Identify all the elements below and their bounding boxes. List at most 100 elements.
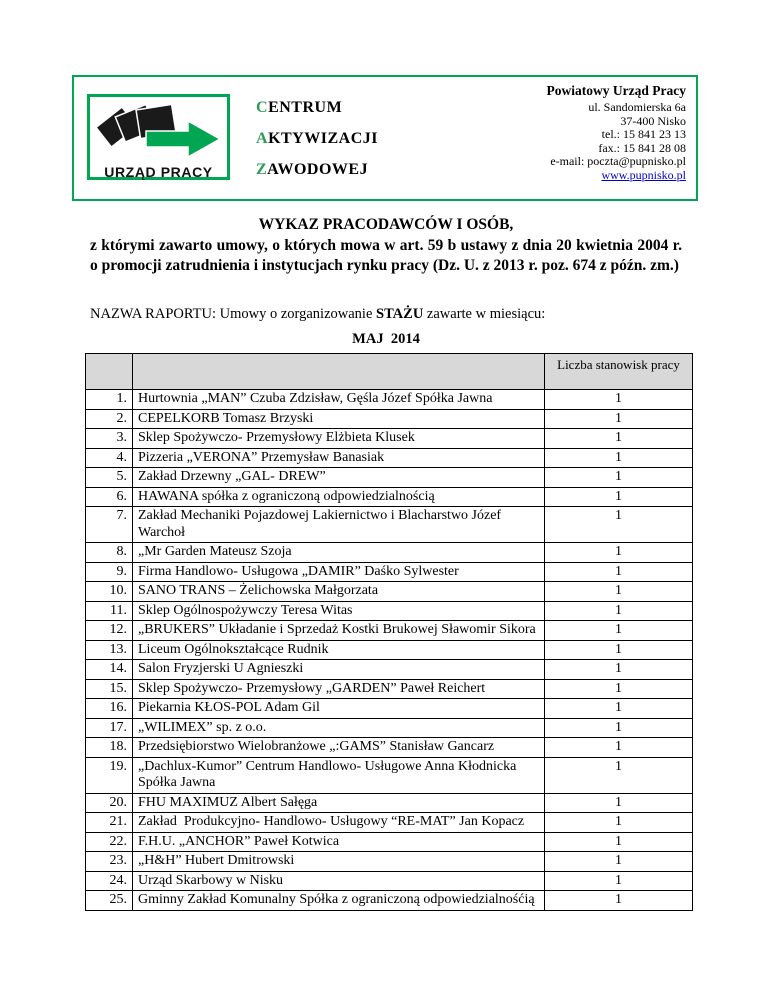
positions-count-cell: 1	[544, 620, 693, 641]
urzad-pracy-logo: URZĄD PRACY	[87, 94, 230, 180]
positions-count-cell: 1	[544, 812, 693, 833]
employer-name-cell: SANO TRANS – Żelichowska Małgorzata	[132, 581, 545, 602]
employer-name-cell: CEPELKORB Tomasz Brzyski	[132, 408, 545, 429]
positions-count-cell: 1	[544, 447, 693, 468]
table-row: 5. Zakład Drzewny „GAL- DREW” 1	[85, 467, 693, 488]
employer-name-cell: HAWANA spółka z ograniczoną odpowiedzial…	[132, 486, 545, 507]
row-number-cell: 23.	[85, 851, 133, 872]
website-link[interactable]: www.pupnisko.pl	[601, 167, 686, 182]
employer-name-cell: Zakład Drzewny „GAL- DREW”	[132, 467, 545, 488]
document-title-line1: WYKAZ PRACODAWCÓW I OSÓB,	[258, 216, 514, 233]
row-number-cell: 1.	[85, 389, 133, 410]
contact-address-line1: ul. Sandomierska 6a	[588, 100, 686, 114]
positions-count-cell: 1	[544, 737, 693, 758]
table-row: 6. HAWANA spółka z ograniczoną odpowiedz…	[85, 486, 693, 507]
positions-count-cell: 1	[544, 678, 693, 699]
employer-name-cell: Firma Handlowo- Usługowa „DAMIR” Daśko S…	[132, 561, 545, 582]
contact-name: Powiatowy Urząd Pracy	[546, 83, 686, 98]
row-number-cell: 19.	[85, 756, 133, 794]
employer-name-cell: Przedsiębiorstwo Wielobranżowe „:GAMS” S…	[132, 737, 545, 758]
row-number-cell: 20.	[85, 792, 133, 813]
header-count-cell: Liczba stanowisk pracy	[544, 353, 693, 390]
row-number-cell: 8.	[85, 542, 133, 563]
employer-name-cell: „WILIMEX” sp. z o.o.	[132, 717, 545, 738]
table-row: 17. „WILIMEX” sp. z o.o. 1	[85, 717, 693, 738]
positions-count-cell: 1	[544, 659, 693, 680]
row-number-cell: 21.	[85, 812, 133, 833]
row-number-cell: 24.	[85, 870, 133, 891]
caz-line: CENTRUM	[256, 99, 343, 116]
row-number-cell: 5.	[85, 467, 133, 488]
employer-name-cell: „Mr Garden Mateusz Szoja	[132, 542, 545, 563]
row-number-cell: 9.	[85, 561, 133, 582]
positions-count-cell: 1	[544, 870, 693, 891]
table-row: 4. Pizzeria „VERONA” Przemysław Banasiak…	[85, 447, 693, 468]
caz-line: ZAWODOWEJ	[256, 161, 369, 178]
report-prefix: NAZWA RAPORTU: Umowy o zorganizowanie	[90, 306, 377, 322]
table-row: 2. CEPELKORB Tomasz Brzyski 1	[85, 408, 693, 429]
employer-name-cell: Urząd Skarbowy w Nisku	[132, 870, 545, 891]
row-number-cell: 22.	[85, 831, 133, 852]
table-row: 8. „Mr Garden Mateusz Szoja 1	[85, 542, 693, 563]
table-row: 20. FHU MAXIMUZ Albert Sałęga 1	[85, 792, 693, 813]
positions-count-cell: 1	[544, 756, 693, 794]
document-title-body: z którymi zawarto umowy, o których mowa …	[90, 236, 682, 275]
row-number-cell: 16.	[85, 698, 133, 719]
row-number-cell: 7.	[85, 506, 133, 543]
positions-count-cell: 1	[544, 639, 693, 660]
employer-name-cell: Piekarnia KŁOS-POL Adam Gil	[132, 698, 545, 719]
positions-count-cell: 1	[544, 717, 693, 738]
contact-fax: fax.: 15 841 28 08	[598, 140, 686, 155]
employer-name-cell: F.H.U. „ANCHOR” Paweł Kotwica	[132, 831, 545, 852]
report-suffix: zawarte w miesiącu:	[423, 306, 546, 322]
contact-block: Powiatowy Urząd Pracy ul. Sandomierska 6…	[547, 77, 696, 183]
positions-count-cell: 1	[544, 542, 693, 563]
table-row: 7. Zakład Mechaniki Pojazdowej Lakiernic…	[85, 506, 693, 543]
employers-table-body: 1. Hurtownia „MAN” Czuba Zdzisław, Gęśla…	[85, 389, 693, 911]
table-row: 3. Sklep Spożywczo- Przemysłowy Elżbieta…	[85, 428, 693, 449]
row-number-cell: 10.	[85, 581, 133, 602]
positions-count-cell: 1	[544, 890, 693, 911]
employer-name-cell: Sklep Ogólnospożywczy Teresa Witas	[132, 600, 545, 621]
letterhead: URZĄD PRACY CENTRUM AKTYWIZACJI ZAWODOWEJ …	[72, 75, 698, 201]
caz-line: AKTYWIZACJI	[256, 130, 378, 147]
row-number-cell: 12.	[85, 620, 133, 641]
employers-table: Liczba stanowisk pracy 1. Hurtownia „MAN…	[85, 353, 693, 911]
positions-count-cell: 1	[544, 561, 693, 582]
table-header-row: Liczba stanowisk pracy	[85, 353, 693, 390]
table-row: 11. Sklep Ogólnospożywczy Teresa Witas 1	[85, 600, 693, 621]
row-number-cell: 2.	[85, 408, 133, 429]
employer-name-cell: „Dachlux-Kumor” Centrum Handlowo- Usługo…	[132, 756, 545, 794]
row-number-cell: 15.	[85, 678, 133, 699]
report-name-line: NAZWA RAPORTU: Umowy o zorganizowanie ST…	[90, 306, 682, 323]
row-number-cell: 13.	[85, 639, 133, 660]
positions-count-cell: 1	[544, 486, 693, 507]
month-heading: MAJ 2014	[352, 331, 420, 347]
table-row: 13. Liceum Ogólnokształcące Rudnik 1	[85, 639, 693, 660]
logo-cards-arrow-icon	[94, 101, 224, 164]
document-title: WYKAZ PRACODAWCÓW I OSÓB, z którymi zawa…	[90, 215, 682, 277]
report-keyword: STAŻU	[376, 306, 424, 322]
contact-address-line2: 37-400 Nisko	[620, 113, 686, 128]
table-row: 14. Salon Fryzjerski U Agnieszki 1	[85, 659, 693, 680]
header-number-cell	[85, 353, 133, 390]
table-row: 12. „BRUKERS” Układanie i Sprzedaż Kostk…	[85, 620, 693, 641]
employer-name-cell: Liceum Ogólnokształcące Rudnik	[132, 639, 545, 660]
table-row: 22. F.H.U. „ANCHOR” Paweł Kotwica 1	[85, 831, 693, 852]
employer-name-cell: Pizzeria „VERONA” Przemysław Banasiak	[132, 447, 545, 468]
table-row: 10. SANO TRANS – Żelichowska Małgorzata …	[85, 581, 693, 602]
employer-name-cell: FHU MAXIMUZ Albert Sałęga	[132, 792, 545, 813]
employer-name-cell: „H&H” Hubert Dmitrowski	[132, 851, 545, 872]
employer-name-cell: „BRUKERS” Układanie i Sprzedaż Kostki Br…	[132, 620, 545, 641]
row-number-cell: 4.	[85, 447, 133, 468]
row-number-cell: 11.	[85, 600, 133, 621]
table-row: 18. Przedsiębiorstwo Wielobranżowe „:GAM…	[85, 737, 693, 758]
row-number-cell: 18.	[85, 737, 133, 758]
table-row: 25. Gminny Zakład Komunalny Spółka z ogr…	[85, 890, 693, 911]
table-row: 16. Piekarnia KŁOS-POL Adam Gil 1	[85, 698, 693, 719]
row-number-cell: 25.	[85, 890, 133, 911]
caz-title: CENTRUM AKTYWIZACJI ZAWODOWEJ	[256, 77, 378, 185]
employer-name-cell: Salon Fryzjerski U Agnieszki	[132, 659, 545, 680]
positions-count-cell: 1	[544, 792, 693, 813]
